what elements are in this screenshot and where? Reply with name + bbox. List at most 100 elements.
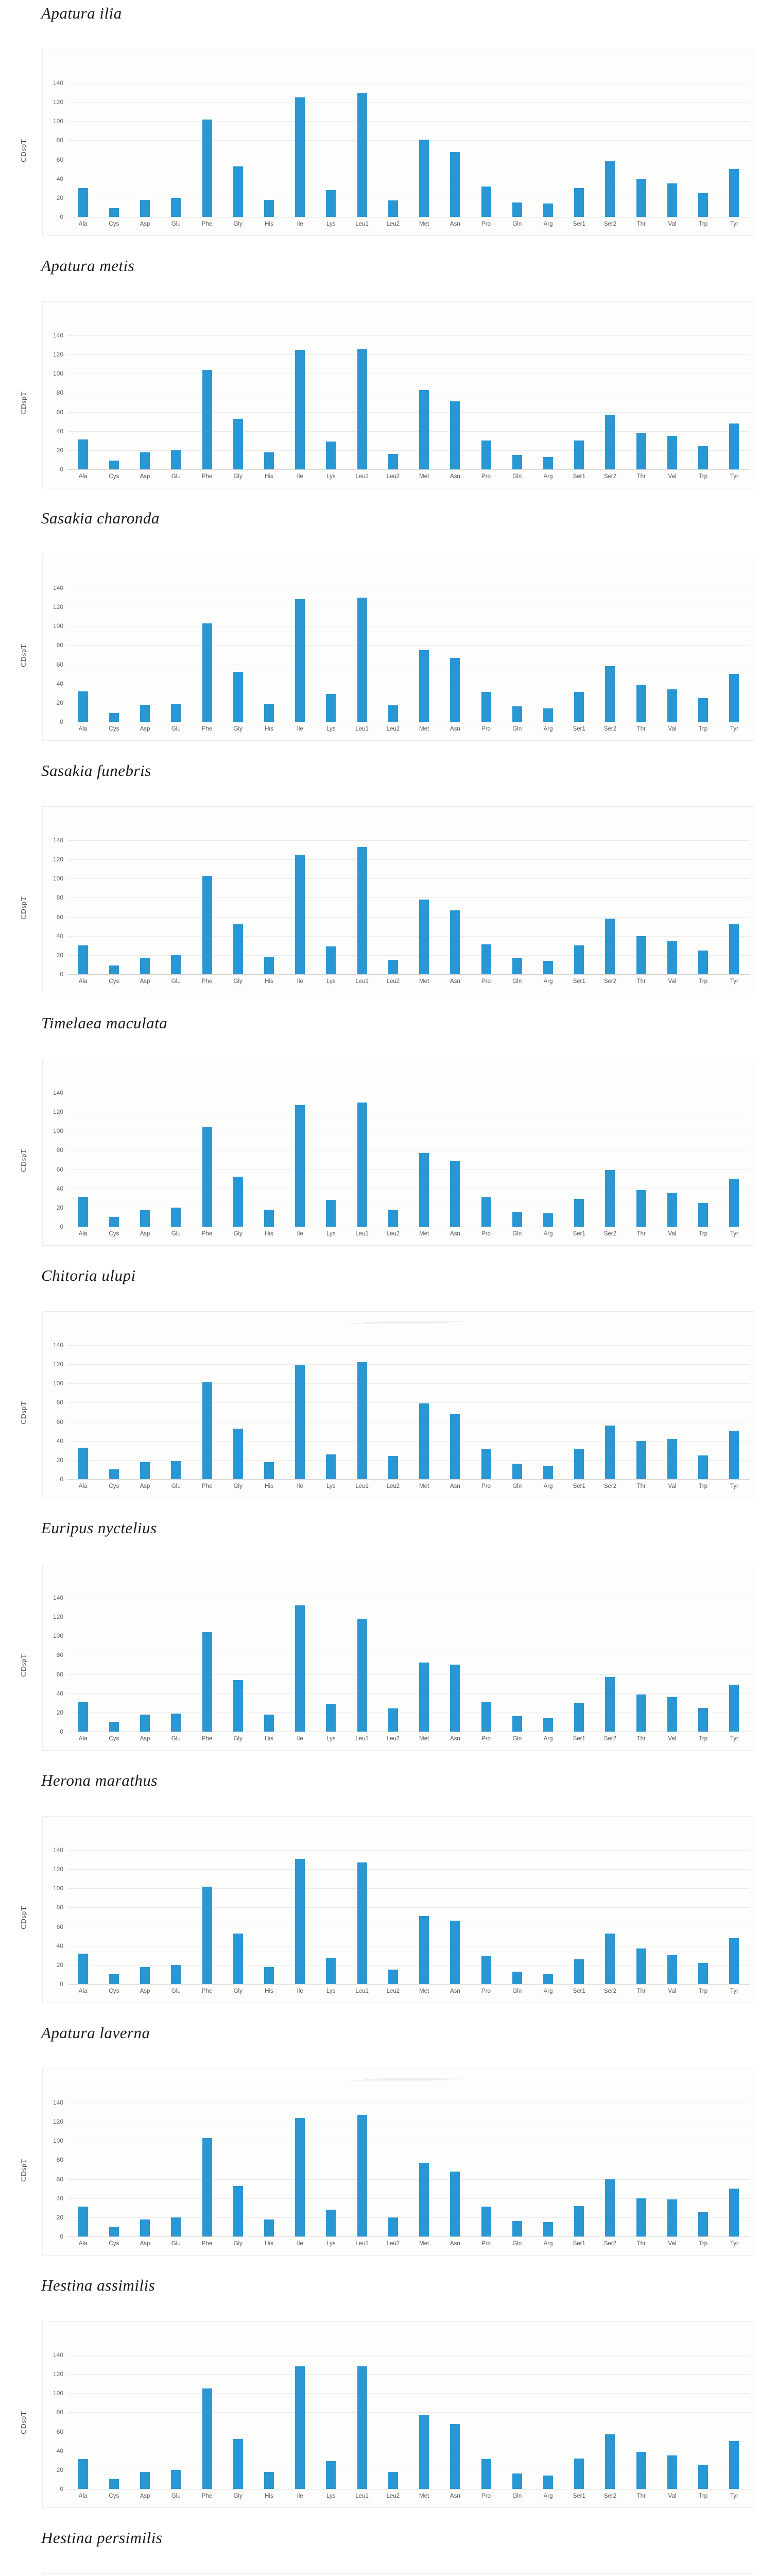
chart-title: Hestina assimilis	[41, 2276, 156, 2294]
bar-Tyr	[729, 1685, 739, 1732]
y-tick-label: 80	[56, 1651, 63, 1659]
x-tick-label: Pro	[481, 2241, 491, 2247]
plot-area: 020406080100120140AlaCysAspGluPheGlyHisI…	[42, 2573, 754, 2576]
bar-Glu	[171, 1207, 181, 1227]
bar-Lys	[326, 1200, 336, 1227]
bar-His	[264, 199, 274, 217]
bar-Glu	[171, 450, 181, 469]
gridline	[67, 431, 750, 432]
x-tick-label: Ser1	[573, 1736, 585, 1742]
x-tick-label: Ala	[78, 978, 88, 985]
gridline	[67, 1460, 750, 1461]
x-tick-label: His	[265, 473, 273, 480]
y-tick-label: 80	[56, 1904, 63, 1911]
bar-Asp	[140, 1967, 150, 1984]
x-tick-label: Cys	[109, 473, 119, 480]
x-tick-label: Asp	[140, 1231, 150, 1237]
bar-Trp	[698, 950, 709, 974]
x-tick-label: Ser1	[573, 1231, 585, 1237]
y-tick-label: 60	[56, 1670, 63, 1678]
x-tick-label: Val	[668, 1483, 677, 1489]
bar-Gln	[512, 202, 522, 217]
bar-Ala	[78, 1197, 88, 1227]
bar-Val	[667, 1955, 677, 1984]
x-tick-label: Gly	[233, 221, 243, 227]
bar-Gly	[233, 1428, 243, 1479]
x-tick-label: Thr	[636, 978, 646, 985]
bar-Trp	[698, 193, 709, 217]
x-tick-label: Met	[419, 1988, 429, 1994]
x-tick-label: Asn	[450, 1736, 460, 1742]
bar-Glu	[171, 703, 181, 722]
bar-Val	[667, 2455, 677, 2489]
bar-Asp	[140, 2219, 150, 2236]
x-axis-line	[67, 974, 750, 975]
x-tick-label: Pro	[481, 2493, 491, 2499]
y-tick-label: 20	[56, 699, 63, 706]
bar-Ser2	[605, 1426, 615, 1479]
x-tick-label: Val	[668, 726, 677, 732]
chart-title: Timelaea maculata	[41, 1014, 168, 1032]
x-tick-label: Ile	[297, 978, 303, 985]
bar-Leu2	[388, 705, 398, 722]
bar-Gly	[233, 2439, 243, 2489]
x-tick-label: Phe	[201, 221, 213, 227]
bar-Ser2	[605, 1933, 615, 1984]
bar-Arg	[543, 1718, 554, 1732]
gridline	[67, 2217, 750, 2218]
chart-block: Herona marathus CDspT 0 20 40 60 80 100 120 140…	[0, 1767, 777, 2020]
bar-Arg	[543, 456, 554, 469]
x-tick-label: Thr	[636, 1483, 646, 1489]
bar-Arg	[543, 1973, 554, 1984]
gridline	[67, 1345, 750, 1346]
x-axis-line	[67, 2236, 750, 2237]
bar-Ala	[78, 1702, 88, 1732]
x-tick-label: Asn	[450, 221, 460, 227]
chart-block: Chitoria ulupi CDspT 0 20 40 60 80 100 120 140 A…	[0, 1262, 777, 1515]
bar-Val	[667, 2199, 677, 2236]
y-tick-label: 60	[56, 2428, 63, 2435]
y-tick-label: 120	[53, 1613, 63, 1621]
y-tick-label: 100	[53, 117, 63, 125]
x-tick-label: Lys	[326, 1736, 336, 1742]
x-tick-label: Ile	[297, 1483, 303, 1489]
bar-Lys	[326, 2461, 336, 2489]
x-tick-label: Leu2	[386, 1988, 400, 1994]
bar-Gln	[512, 706, 522, 722]
bar-Cys	[109, 1722, 119, 1732]
bar-Leu1	[357, 597, 367, 722]
x-tick-label: Asp	[140, 2493, 150, 2499]
x-tick-label: Val	[668, 2493, 677, 2499]
x-tick-label: Ser1	[573, 1988, 585, 1994]
x-tick-label: Lys	[326, 473, 336, 480]
x-tick-label: Gln	[512, 1483, 522, 1489]
y-tick-label: 140	[53, 1846, 63, 1854]
x-tick-label: Phe	[201, 473, 213, 480]
x-tick-label: Phe	[201, 2493, 213, 2499]
x-tick-label: Ser2	[603, 726, 617, 732]
x-tick-label: His	[265, 978, 273, 985]
y-tick-label: 0	[60, 466, 63, 473]
bar-Arg	[543, 1466, 554, 1479]
y-axis-label: CDspT	[20, 1401, 28, 1425]
bar-Ile	[295, 1858, 305, 1984]
bar-His	[264, 957, 274, 974]
x-tick-label: Leu2	[386, 978, 400, 985]
bar-Pro	[481, 440, 491, 469]
x-tick-label: Leu1	[355, 2241, 369, 2247]
x-tick-label: Ala	[78, 1483, 88, 1489]
x-tick-label: Ser1	[573, 2241, 585, 2247]
x-tick-label: Met	[419, 726, 429, 732]
x-tick-label: Ser2	[603, 1736, 617, 1742]
gridline	[67, 1907, 750, 1908]
bar-Leu1	[357, 847, 367, 974]
x-tick-label: His	[265, 1483, 273, 1489]
x-tick-label: Ala	[78, 726, 88, 732]
y-tick-label: 120	[53, 856, 63, 863]
x-tick-label: Tyr	[730, 978, 738, 985]
x-tick-label: Cys	[109, 221, 119, 227]
bar-Thr	[636, 1694, 646, 1732]
y-tick-label: 80	[56, 894, 63, 902]
x-tick-label: Leu1	[355, 2493, 369, 2499]
